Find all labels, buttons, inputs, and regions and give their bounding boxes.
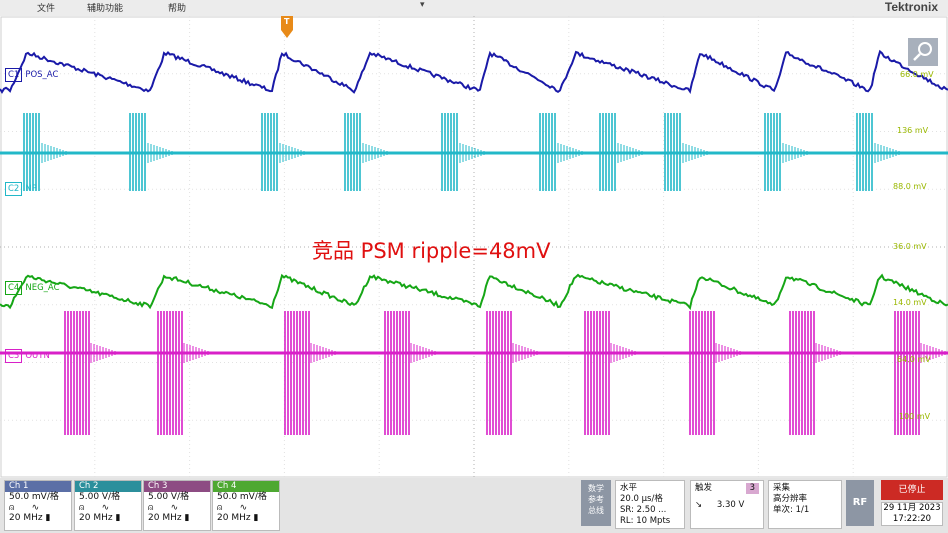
- ch4-vertical-scale: 50.0 mV/格: [217, 492, 267, 502]
- ch1-scale-label: 66.0 mV: [900, 70, 934, 79]
- ch1-vertical-scale: 50.0 mV/格: [9, 492, 59, 502]
- trigger-level: 3.30 V: [716, 500, 745, 510]
- ch3-bandwidth: 20 MHz ▮: [148, 513, 190, 523]
- ch1-waveform: [0, 49, 948, 95]
- menu-utility[interactable]: 辅助功能: [87, 4, 124, 14]
- horizontal-title: 水平: [620, 483, 638, 493]
- ch2-coupling-icon: ⍝ ∿: [79, 502, 110, 513]
- trigger-panel[interactable]: 触发 3 ↘ 3.30 V: [690, 480, 764, 529]
- trigger-position-marker[interactable]: ▾: [420, 0, 425, 10]
- ch3-box-title: Ch 3: [144, 481, 210, 492]
- rf-button[interactable]: RF: [846, 480, 874, 526]
- ch1-settings-box[interactable]: Ch 1 50.0 mV/格 ⍝ ∿ 20 MHz ▮: [4, 480, 72, 531]
- ch1-waveform-label[interactable]: C1 POS_AC: [2, 68, 61, 82]
- ch3-waveform-label[interactable]: C3 OUTN: [2, 349, 53, 363]
- ch1-bandwidth: 20 MHz ▮: [9, 513, 51, 523]
- horizontal-scale: 20.0 µs/格: [620, 494, 663, 504]
- zoom-icon[interactable]: [908, 38, 938, 66]
- waveform-canvas: [0, 16, 948, 478]
- ch4-settings-box[interactable]: Ch 4 50.0 mV/格 ⍝ ∿ 20 MHz ▮: [212, 480, 280, 531]
- rising-edge-icon: ↘: [695, 500, 703, 510]
- ch4-lower-scale-label: 14.0 mV: [893, 298, 927, 307]
- ripple-annotation: 竞品 PSM ripple=48mV: [312, 239, 551, 263]
- ch4-waveform: [0, 273, 948, 311]
- acquire-count: 单次: 1/1: [773, 505, 810, 515]
- acquire-mode: 高分辨率: [773, 494, 808, 504]
- ch1-box-title: Ch 1: [5, 481, 71, 492]
- ch3-settings-box[interactable]: Ch 3 5.00 V/格 ⍝ ∿ 20 MHz ▮: [143, 480, 211, 531]
- menu-bar: 文件 辅助功能 帮助 ▾ Tektronix: [0, 0, 948, 16]
- ch2-box-title: Ch 2: [75, 481, 141, 492]
- ch4-bandwidth: 20 MHz ▮: [217, 513, 259, 523]
- math-ref-bus-button[interactable]: 数学 参考 总线: [581, 480, 611, 526]
- acquire-title: 采集: [773, 483, 791, 493]
- ch4-coupling-icon: ⍝ ∿: [217, 502, 248, 513]
- record-length: RL: 10 Mpts: [620, 516, 671, 526]
- ch4-box-title: Ch 4: [213, 481, 279, 492]
- brand-logo: Tektronix: [884, 0, 938, 14]
- ch2-vertical-scale: 5.00 V/格: [79, 492, 121, 502]
- date-time: 29 11月 2023 17:22:20: [881, 502, 943, 526]
- ch2-settings-box[interactable]: Ch 2 5.00 V/格 ⍝ ∿ 20 MHz ▮: [74, 480, 142, 531]
- trigger-source-badge: 3: [745, 483, 759, 494]
- acquire-panel[interactable]: 采集 高分辨率 单次: 1/1: [768, 480, 842, 529]
- ch2-waveform-label[interactable]: C2 NP: [2, 182, 40, 196]
- ch2-lower-scale-label: 88.0 mV: [893, 182, 927, 191]
- trigger-point-marker[interactable]: T: [281, 16, 293, 38]
- ch1-coupling-icon: ⍝ ∿: [9, 502, 40, 513]
- control-bar: Ch 1 50.0 mV/格 ⍝ ∿ 20 MHz ▮ Ch 2 5.00 V/…: [0, 478, 948, 533]
- run-stop-status[interactable]: 已停止: [881, 480, 943, 500]
- horizontal-panel[interactable]: 水平 20.0 µs/格 SR: 2.50 ... RL: 10 Mpts: [615, 480, 685, 529]
- ch4-upper-scale-label: 36.0 mV: [893, 242, 927, 251]
- menu-help[interactable]: 帮助: [168, 4, 187, 14]
- trigger-title: 触发: [695, 483, 713, 493]
- ch2-upper-scale-label: 136 mV: [897, 126, 929, 135]
- menu-file[interactable]: 文件: [37, 4, 56, 14]
- sample-rate: SR: 2.50 ...: [620, 505, 667, 515]
- ch3-coupling-icon: ⍝ ∿: [148, 502, 179, 513]
- ch4-waveform-label[interactable]: C4 NEG_AC: [2, 281, 63, 295]
- ch2-bandwidth: 20 MHz ▮: [79, 513, 121, 523]
- waveform-display[interactable]: C1 POS_AC C2 NP C4 NEG_AC C3 OUTN 66.0 mV 13…: [0, 16, 948, 478]
- ch3-mid-scale-label: 64.0 mV: [897, 355, 931, 364]
- ch3-lower-scale-label: 100 mV: [899, 412, 931, 421]
- ch3-vertical-scale: 5.00 V/格: [148, 492, 190, 502]
